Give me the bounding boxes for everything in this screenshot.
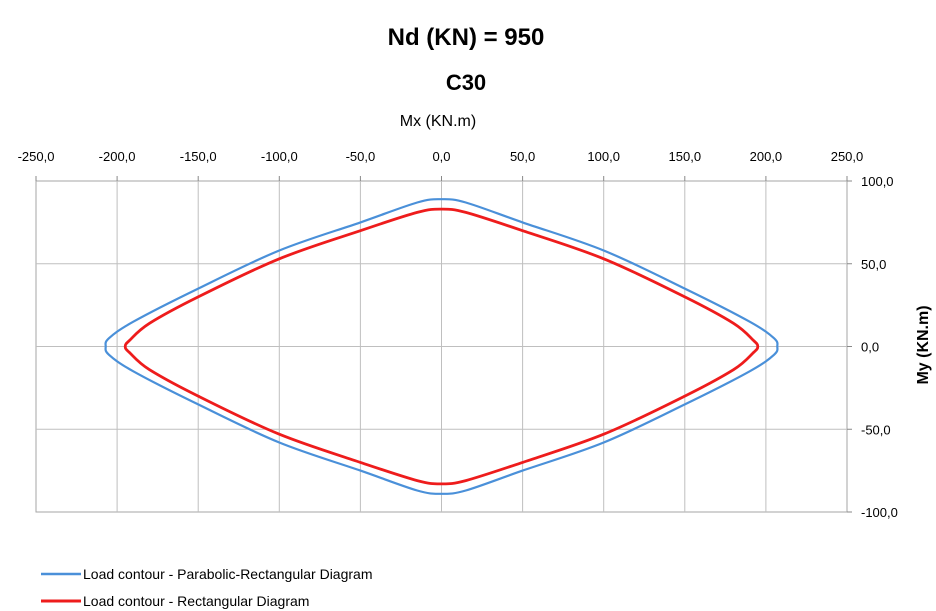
y-tick-label: -100,0 [861,505,898,520]
y-tick-label: 0,0 [861,340,879,355]
x-tick-label: 250,0 [831,149,864,164]
x-tick-label: -200,0 [99,149,136,164]
x-tick-label: -150,0 [180,149,217,164]
axes: -250,0 -200,0 -150,0 -100,0 -50,0 0,0 50,0 100,… [18,149,898,520]
x-tick-label: 100,0 [587,149,620,164]
legend: Load contour - Parabolic-Rectangular Dia… [41,566,372,609]
y-tick-label: 100,0 [861,174,894,189]
x-tick-label: 200,0 [750,149,783,164]
legend-label-parabolic: Load contour - Parabolic-Rectangular Dia… [83,566,372,582]
gridlines [36,181,847,512]
x-tick-label: -100,0 [261,149,298,164]
series-line-parabolic-rectangular [104,198,779,495]
x-tick-label: 50,0 [510,149,535,164]
y-axis-label: My (KN.m) [915,305,932,384]
chart-title: Nd (KN) = 950 [388,24,545,51]
series-layer [104,198,779,495]
x-axis-label: Mx (KN.m) [400,113,476,130]
chart-subtitle: C30 [446,70,486,95]
series-line-rectangular [123,207,760,486]
legend-label-rectangular: Load contour - Rectangular Diagram [83,593,309,609]
x-tick-label: 0,0 [432,149,450,164]
y-tick-label: -50,0 [861,422,891,437]
x-tick-label: -250,0 [18,149,55,164]
y-tick-label: 50,0 [861,257,886,272]
x-tick-label: 150,0 [669,149,702,164]
x-tick-label: -50,0 [346,149,376,164]
